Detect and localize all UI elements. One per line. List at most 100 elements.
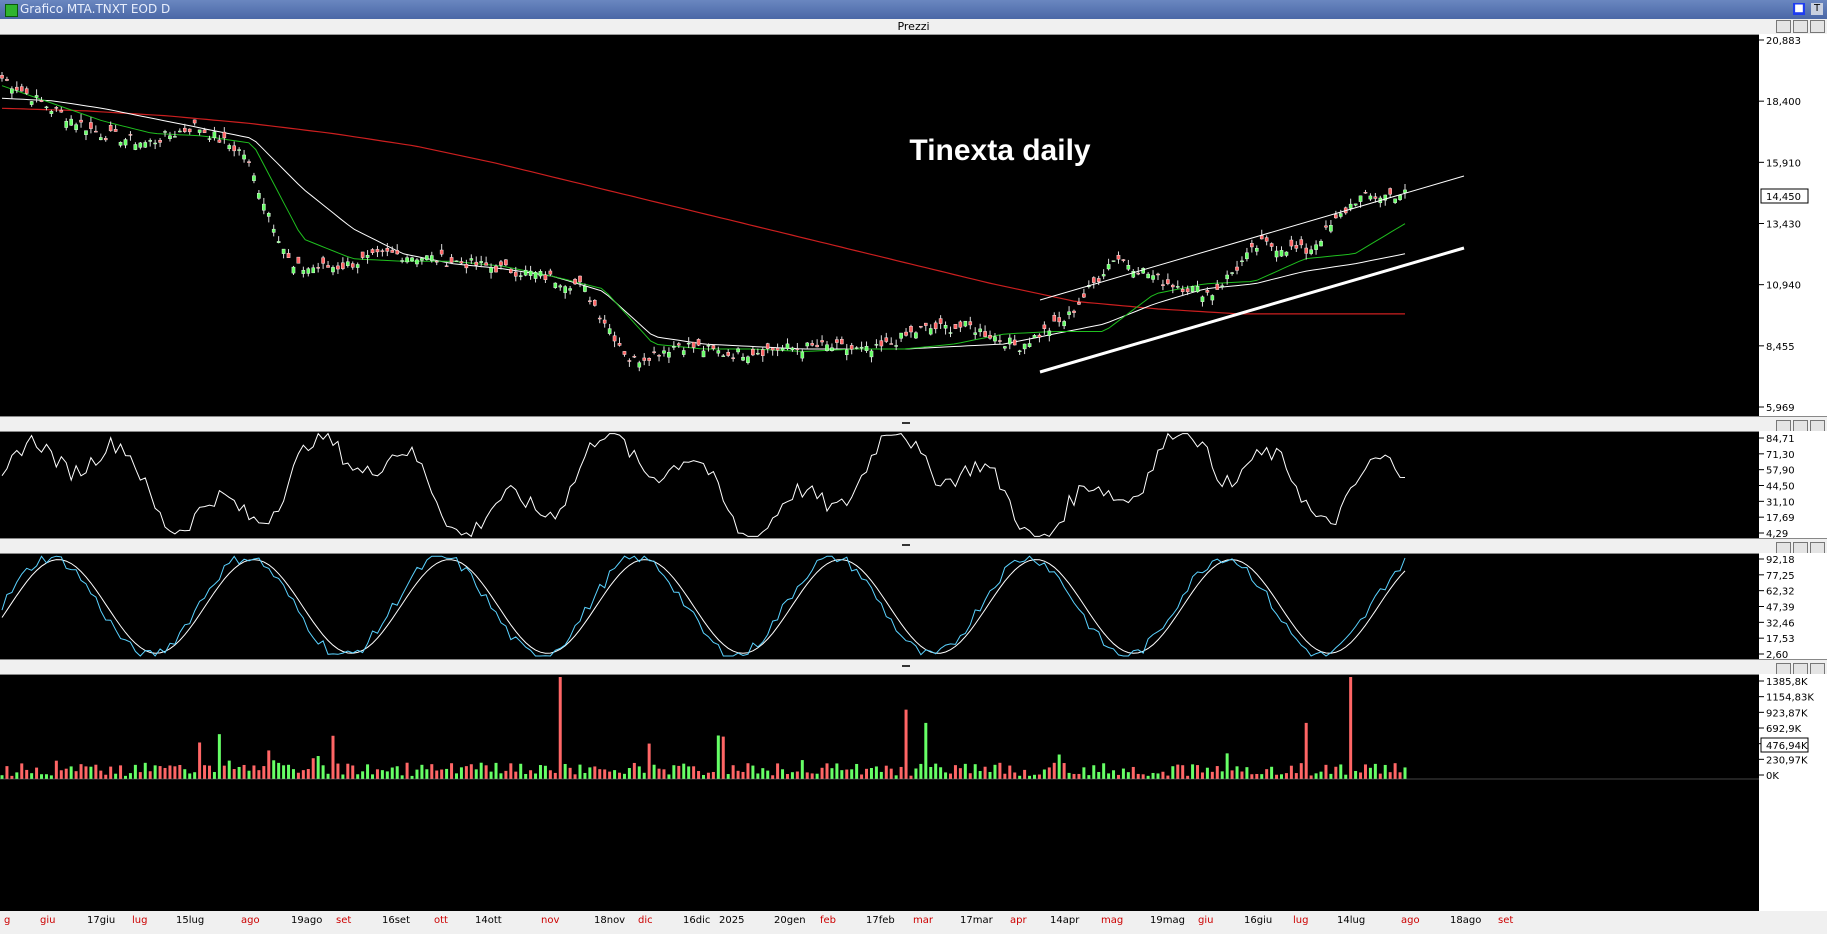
- minimize-button[interactable]: ■: [1793, 3, 1805, 15]
- candle-body: [632, 355, 637, 358]
- volume-bar: [603, 769, 607, 779]
- volume-bar: [583, 772, 587, 779]
- volume-bar: [94, 764, 98, 779]
- candle-body: [1052, 315, 1057, 322]
- volume-bar: [815, 773, 819, 779]
- volume-bar: [25, 769, 29, 779]
- pane-minimize-button[interactable]: [1776, 20, 1791, 33]
- volume-bar: [558, 677, 562, 779]
- pane-maximize-button[interactable]: [1793, 20, 1808, 33]
- volume-bar: [1003, 773, 1007, 779]
- candle-body: [138, 142, 143, 148]
- volume-bar: [771, 775, 775, 779]
- candle-body: [128, 134, 133, 136]
- candle-body: [874, 344, 879, 346]
- candle-body: [681, 350, 686, 355]
- volume-bar: [761, 768, 765, 779]
- volume-bar: [321, 765, 325, 779]
- volume-bar: [652, 764, 656, 779]
- candle-body: [29, 101, 34, 105]
- volume-bar: [657, 768, 661, 779]
- candle-body: [331, 267, 335, 273]
- volume-bar: [109, 766, 113, 779]
- candle-body: [1393, 198, 1397, 203]
- volume-bar: [706, 772, 710, 779]
- candle-body: [350, 263, 355, 268]
- drag-handle-icon[interactable]: [902, 544, 910, 546]
- volume-bar: [825, 763, 829, 779]
- ma-long-line: [1, 107, 1405, 315]
- volume-bar: [1294, 773, 1298, 779]
- candle-body: [237, 149, 241, 151]
- candle-body: [751, 349, 755, 356]
- volume-bar: [1260, 774, 1264, 779]
- volume-bar: [939, 767, 943, 779]
- candle-body: [1190, 286, 1195, 292]
- volume-bar: [1265, 769, 1269, 779]
- volume-bar: [311, 758, 315, 779]
- volume-bar: [662, 769, 666, 779]
- candle-body: [1121, 259, 1126, 261]
- candle-body: [770, 347, 775, 351]
- volume-bar: [731, 765, 735, 779]
- volume-bar: [128, 773, 132, 779]
- volume-bar: [785, 774, 789, 779]
- volume-bar: [751, 765, 755, 779]
- volume-axis[interactable]: [1759, 674, 1827, 911]
- price-pane-header[interactable]: Prezzi: [0, 19, 1827, 35]
- drag-handle-icon[interactable]: [902, 665, 910, 667]
- volume-bar: [1116, 774, 1120, 779]
- candle-body: [1363, 192, 1368, 194]
- candle-body: [795, 348, 800, 350]
- volume-bar: [538, 765, 542, 779]
- volume-bar: [158, 766, 162, 779]
- volume-bar: [548, 770, 552, 779]
- candle-body: [1200, 296, 1205, 302]
- candle-body: [1171, 284, 1175, 288]
- volume-bar: [1121, 768, 1125, 779]
- candle-body: [1027, 343, 1032, 347]
- menu-button[interactable]: T: [1811, 3, 1823, 15]
- volume-bar: [1196, 765, 1200, 779]
- volume-bar: [1354, 770, 1358, 779]
- volume-bar: [346, 763, 350, 779]
- volume-bar: [262, 766, 266, 779]
- drag-handle-icon[interactable]: [902, 422, 910, 424]
- stoch-pane-header[interactable]: [0, 538, 1827, 555]
- candle-body: [800, 351, 805, 359]
- volume-pane-header[interactable]: [0, 659, 1827, 676]
- candle-body: [998, 340, 1002, 342]
- stoch-d-line: [1, 559, 1406, 654]
- pane-close-button[interactable]: [1810, 20, 1825, 33]
- candle-body: [1329, 225, 1333, 232]
- trendline-support: [1039, 246, 1465, 374]
- volume-bar: [178, 764, 182, 779]
- stochastic-axis[interactable]: [1759, 553, 1827, 659]
- volume-bar: [430, 764, 434, 779]
- time-label: lug: [1293, 915, 1309, 926]
- volume-bar: [351, 765, 355, 779]
- candle-body: [938, 318, 943, 324]
- price-pane-label: Prezzi: [897, 20, 930, 33]
- candle-body: [1091, 277, 1096, 283]
- volume-bar: [395, 766, 399, 779]
- time-axis[interactable]: g giu 17giu lug 15lug ago 19ago set 16set ott 14ot…: [0, 911, 1827, 934]
- volume-bar: [217, 734, 221, 779]
- app-icon[interactable]: [5, 4, 18, 17]
- volume-bar: [316, 756, 320, 779]
- candle-body: [49, 111, 54, 114]
- volume-bar: [242, 764, 246, 779]
- candle-body: [548, 270, 553, 275]
- rsi-pane-header[interactable]: [0, 416, 1827, 433]
- rsi-axis[interactable]: [1759, 431, 1827, 538]
- candle-body: [390, 249, 395, 253]
- volume-bar: [1255, 773, 1259, 779]
- price-axis[interactable]: [1759, 34, 1827, 416]
- volume-bar: [889, 768, 893, 779]
- candle-body: [563, 286, 567, 293]
- volume-bar: [909, 775, 913, 779]
- volume-bar: [1304, 722, 1308, 779]
- candle-body: [1185, 288, 1190, 293]
- volume-bar: [1191, 764, 1195, 779]
